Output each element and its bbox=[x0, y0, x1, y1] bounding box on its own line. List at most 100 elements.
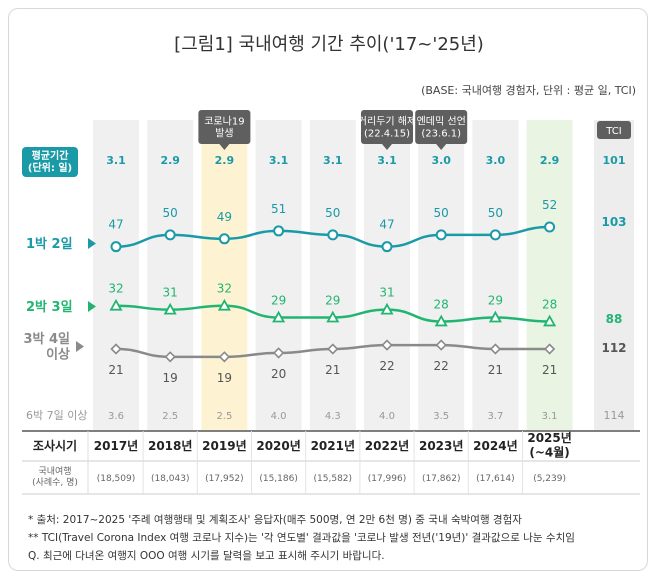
callout-distancing-box bbox=[361, 110, 413, 144]
data-point bbox=[272, 310, 286, 323]
year-column-bg bbox=[418, 120, 465, 430]
one-night-label: 1박 2일 bbox=[26, 236, 73, 252]
callout-corona-label: 코로나19 발생 bbox=[204, 116, 244, 140]
respondents-label: 국내여행 (사례수, 명) bbox=[32, 465, 78, 488]
data-label: 32 bbox=[108, 282, 123, 296]
three-night-label: 3박 4일 이상 bbox=[23, 331, 70, 363]
data-label: 19 bbox=[163, 371, 178, 385]
respondents-value: (17,614) bbox=[476, 474, 515, 484]
year-column-bg bbox=[93, 120, 139, 430]
one-night-arrow bbox=[88, 238, 96, 249]
series-tci-3: 112 bbox=[601, 341, 626, 355]
data-label: 21 bbox=[542, 363, 557, 377]
avg-period-value: 3.1 bbox=[377, 154, 397, 167]
respondents-value: (18,509) bbox=[97, 474, 136, 484]
two-night-label: 2박 3일 bbox=[26, 299, 73, 315]
data-label: 29 bbox=[488, 294, 503, 308]
data-label: 20 bbox=[271, 367, 286, 381]
chart-frame bbox=[8, 8, 648, 571]
avg-period-value: 2.9 bbox=[160, 154, 180, 167]
data-point bbox=[110, 343, 122, 355]
six-night-value: 4.0 bbox=[379, 411, 395, 422]
respondents-value: (17,952) bbox=[205, 474, 244, 484]
data-point bbox=[489, 229, 501, 241]
data-label: 51 bbox=[271, 202, 286, 216]
data-point bbox=[435, 339, 447, 351]
callout-corona-box bbox=[198, 110, 251, 144]
year-label: 2023년 bbox=[419, 439, 463, 453]
data-point bbox=[543, 314, 557, 327]
data-label: 32 bbox=[217, 282, 232, 296]
callout-endemic-pointer bbox=[436, 144, 447, 150]
data-label: 31 bbox=[379, 286, 394, 300]
data-label: 50 bbox=[488, 206, 503, 220]
year-label: 2020년 bbox=[256, 439, 300, 453]
data-point bbox=[218, 233, 230, 245]
callout-endemic-label: 엔데믹 선언 (23.6.1) bbox=[417, 116, 466, 140]
data-point bbox=[543, 343, 556, 355]
year-column-bg bbox=[472, 120, 519, 430]
data-label: 28 bbox=[434, 297, 449, 311]
data-label: 50 bbox=[163, 206, 178, 220]
year-label: 2022년 bbox=[365, 439, 409, 453]
year-column-bg bbox=[526, 120, 573, 430]
data-point bbox=[435, 229, 447, 241]
data-label: 21 bbox=[488, 363, 503, 377]
data-point bbox=[163, 302, 177, 315]
year-column-bg bbox=[147, 120, 194, 430]
data-label: 22 bbox=[379, 359, 394, 373]
data-point bbox=[164, 229, 176, 241]
year-column-bg bbox=[255, 120, 302, 430]
chart-title: [그림1] 국내여행 기간 추이('17~'25년) bbox=[174, 34, 484, 55]
data-label: 21 bbox=[108, 363, 123, 377]
footnote-question: Q. 최근에 다녀온 여행지 OOO 여행 시기를 달력을 보고 표시해 주시기… bbox=[28, 550, 385, 562]
six-night-value: 4.0 bbox=[271, 411, 287, 422]
data-point bbox=[109, 298, 123, 311]
data-point bbox=[544, 221, 556, 233]
data-point bbox=[380, 302, 394, 315]
tci-header-box bbox=[597, 121, 631, 139]
avg-period-value: 2.9 bbox=[215, 154, 235, 167]
data-label: 52 bbox=[542, 198, 557, 212]
respondents-value: (15,582) bbox=[314, 474, 353, 484]
data-point bbox=[327, 343, 339, 355]
six-night-value: 3.6 bbox=[108, 411, 124, 422]
avg-label-box bbox=[22, 147, 78, 177]
avg-period-value: 3.0 bbox=[486, 154, 506, 167]
data-point bbox=[381, 339, 393, 351]
two-night-arrow bbox=[88, 301, 96, 312]
respondents-value: (18,043) bbox=[151, 474, 190, 484]
data-label: 50 bbox=[325, 206, 340, 220]
data-point bbox=[327, 229, 339, 241]
year-column-bg bbox=[201, 120, 248, 430]
data-label: 49 bbox=[217, 210, 232, 224]
avg-period-label: 평균기간 (단위: 일) bbox=[28, 149, 72, 174]
respondents-value: (17,862) bbox=[422, 474, 461, 484]
year-label: 2018년 bbox=[148, 439, 192, 453]
year-label: 2021년 bbox=[311, 439, 355, 453]
data-point bbox=[217, 298, 231, 311]
data-label: 19 bbox=[217, 371, 232, 385]
respondents-value: (15,186) bbox=[259, 474, 298, 484]
six-night-label: 6박 7일 이상 bbox=[26, 408, 87, 422]
year-column-bg bbox=[309, 120, 356, 430]
data-label: 29 bbox=[271, 294, 286, 308]
six-night-value: 3.5 bbox=[433, 411, 449, 422]
data-label: 47 bbox=[379, 218, 394, 232]
six-night-value: 4.3 bbox=[325, 411, 341, 422]
data-point bbox=[164, 351, 176, 363]
data-label: 21 bbox=[325, 363, 340, 377]
data-label: 28 bbox=[542, 297, 557, 311]
data-label: 22 bbox=[434, 359, 449, 373]
data-point bbox=[489, 343, 502, 355]
data-point bbox=[488, 310, 502, 323]
data-label: 47 bbox=[108, 218, 123, 232]
base-note: (BASE: 국내여행 경험자, 단위 : 평균 일, TCI) bbox=[421, 84, 636, 97]
callout-corona-pointer bbox=[219, 144, 230, 150]
data-label: 50 bbox=[434, 206, 449, 220]
series-tci-1: 103 bbox=[601, 215, 626, 229]
avg-period-tci: 101 bbox=[603, 154, 626, 167]
avg-period-value: 3.1 bbox=[323, 154, 343, 167]
avg-period-value: 3.1 bbox=[106, 154, 126, 167]
